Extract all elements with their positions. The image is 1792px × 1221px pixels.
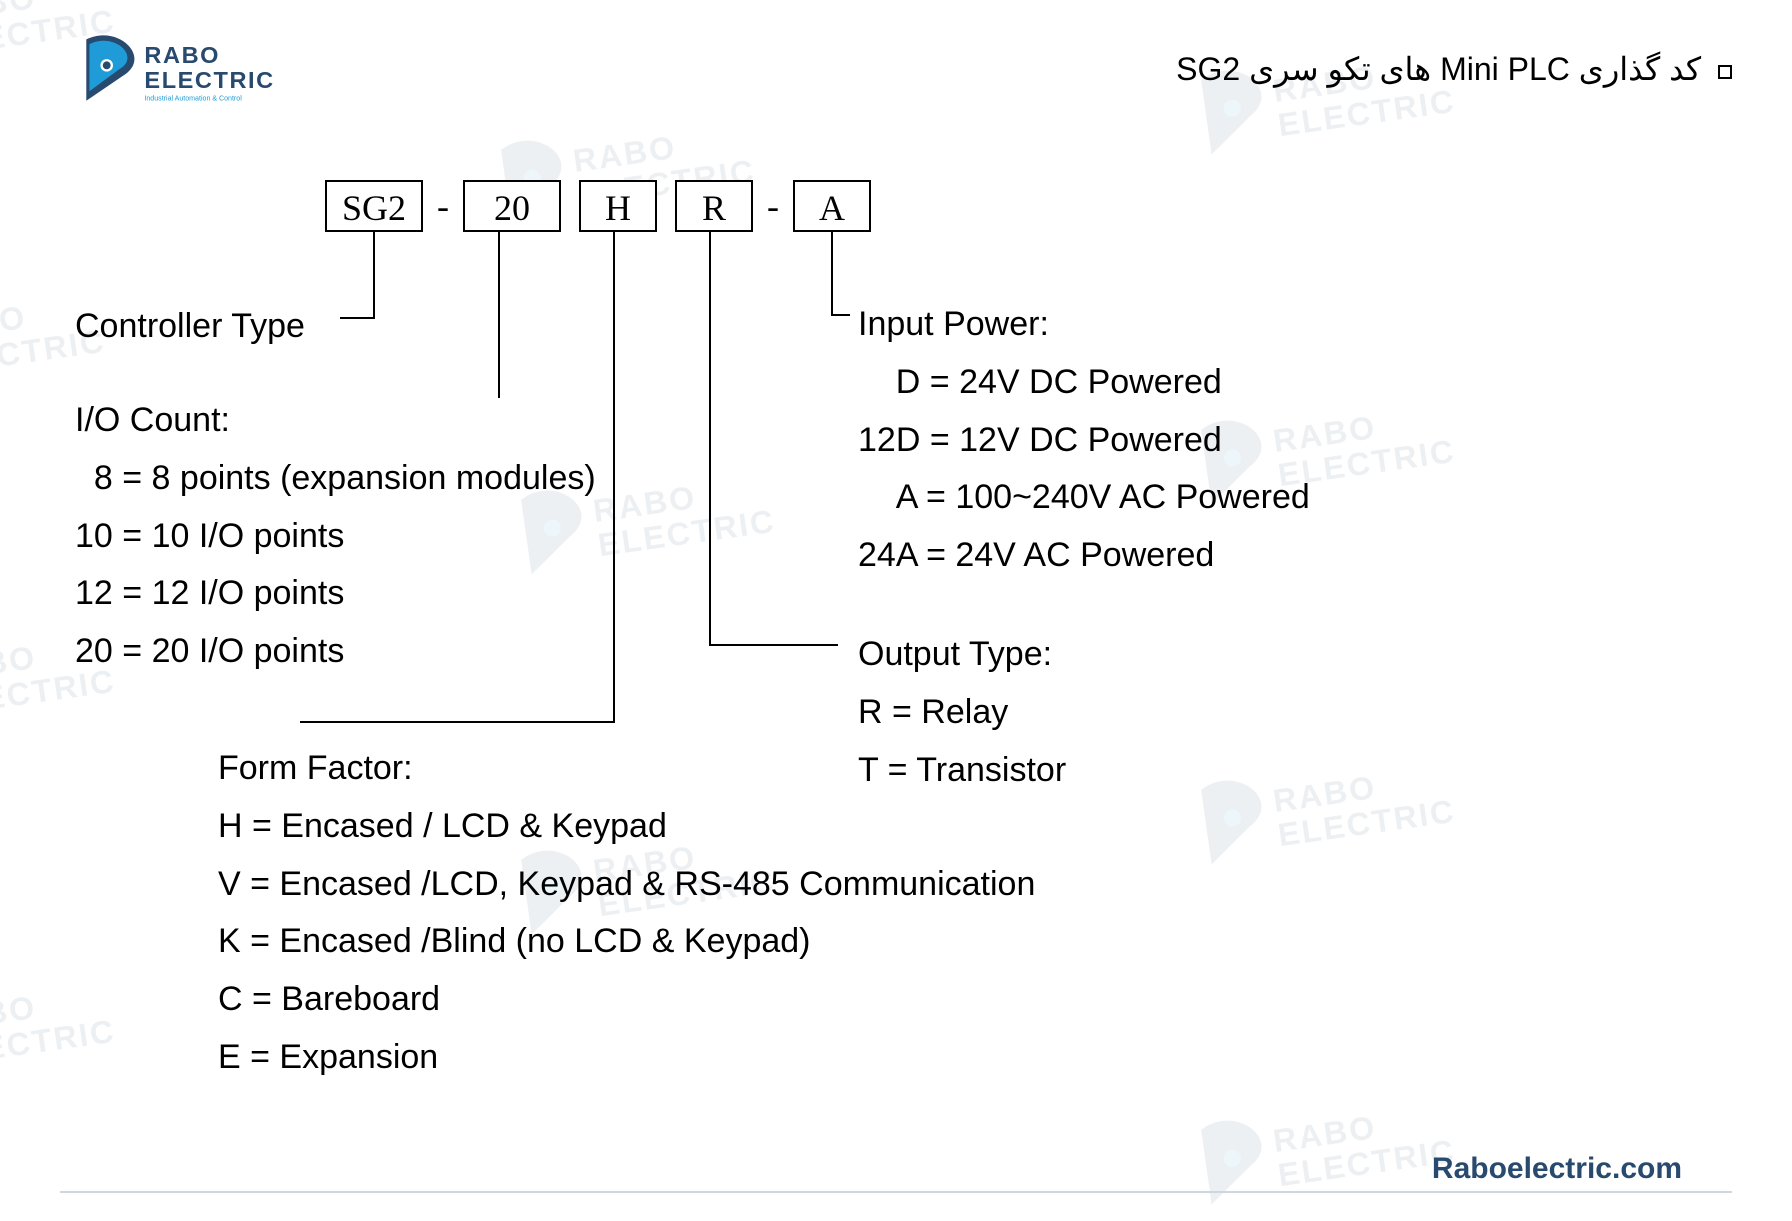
block-io-count: I/O Count: 8 = 8 points (expansion modul… bbox=[75, 392, 596, 681]
svg-text:RABO: RABO bbox=[1271, 1109, 1379, 1159]
svg-text:ELECTRIC: ELECTRIC bbox=[596, 503, 778, 564]
svg-text:RABO: RABO bbox=[591, 479, 699, 529]
power-line: A = 100~240V AC Powered bbox=[858, 469, 1310, 527]
svg-text:RABO: RABO bbox=[0, 0, 39, 29]
code-box-form: H bbox=[579, 180, 657, 232]
power-line: 24A = 24V AC Powered bbox=[858, 527, 1310, 585]
watermark-logo: RABOELECTRIC bbox=[1194, 1081, 1485, 1221]
svg-text:RABO: RABO bbox=[0, 299, 29, 349]
brand-top: RABO bbox=[144, 42, 220, 68]
bullet-icon bbox=[1718, 65, 1732, 79]
block-controller-type: Controller Type bbox=[75, 298, 305, 356]
form-line: V = Encased /LCD, Keypad & RS-485 Commun… bbox=[218, 856, 1035, 914]
io-line: 8 = 8 points (expansion modules) bbox=[75, 450, 596, 508]
form-line: H = Encased / LCD & Keypad bbox=[218, 798, 1035, 856]
svg-text:ELECTRIC: ELECTRIC bbox=[0, 1013, 118, 1074]
code-sep: - bbox=[437, 185, 449, 227]
svg-text:ELECTRIC: ELECTRIC bbox=[1276, 793, 1458, 854]
brand-logo: RABO ELECTRIC Industrial Automation & Co… bbox=[80, 30, 300, 114]
svg-text:RABO: RABO bbox=[0, 639, 39, 689]
code-box-power: A bbox=[793, 180, 871, 232]
svg-text:ELECTRIC: ELECTRIC bbox=[1276, 1133, 1458, 1194]
brand-tagline: Industrial Automation & Control bbox=[144, 96, 242, 103]
svg-text:RABO: RABO bbox=[0, 989, 39, 1039]
footer-divider bbox=[60, 1191, 1732, 1193]
code-box-io: 20 bbox=[463, 180, 561, 232]
part-code-row: SG2 - 20 H R - A bbox=[325, 180, 871, 232]
svg-text:ELECTRIC: ELECTRIC bbox=[1276, 83, 1458, 144]
footer-url: Raboelectric.com bbox=[1432, 1152, 1682, 1186]
io-line: 10 = 10 I/O points bbox=[75, 508, 596, 566]
block-output-type: Output Type: R = Relay T = Transistor bbox=[858, 626, 1066, 799]
power-line: D = 24V DC Powered bbox=[858, 354, 1310, 412]
output-line: R = Relay bbox=[858, 684, 1066, 742]
io-line: 12 = 12 I/O points bbox=[75, 565, 596, 623]
block-input-power: Input Power: D = 24V DC Powered 12D = 12… bbox=[858, 296, 1310, 585]
code-box-output: R bbox=[675, 180, 753, 232]
brand-bottom: ELECTRIC bbox=[144, 67, 274, 93]
power-line: 12D = 12V DC Powered bbox=[858, 412, 1310, 470]
svg-text:RABO: RABO bbox=[571, 129, 679, 179]
svg-text:RABO: RABO bbox=[1271, 769, 1379, 819]
controller-heading: Controller Type bbox=[75, 298, 305, 356]
output-line: T = Transistor bbox=[858, 742, 1066, 800]
code-sep: - bbox=[767, 185, 779, 227]
output-heading: Output Type: bbox=[858, 626, 1066, 684]
io-line: 20 = 20 I/O points bbox=[75, 623, 596, 681]
title-text: کد گذاری Mini PLC های تکو سری SG2 bbox=[1176, 51, 1701, 87]
power-heading: Input Power: bbox=[858, 296, 1310, 354]
watermark-logo: RABOELECTRIC bbox=[1194, 741, 1485, 881]
watermark-logo: RABOELECTRIC bbox=[0, 961, 146, 1101]
form-line: E = Expansion bbox=[218, 1029, 1035, 1087]
form-line: K = Encased /Blind (no LCD & Keypad) bbox=[218, 913, 1035, 971]
code-box-sg2: SG2 bbox=[325, 180, 423, 232]
io-heading: I/O Count: bbox=[75, 392, 596, 450]
page-title: کد گذاری Mini PLC های تکو سری SG2 bbox=[1176, 50, 1732, 88]
form-line: C = Bareboard bbox=[218, 971, 1035, 1029]
